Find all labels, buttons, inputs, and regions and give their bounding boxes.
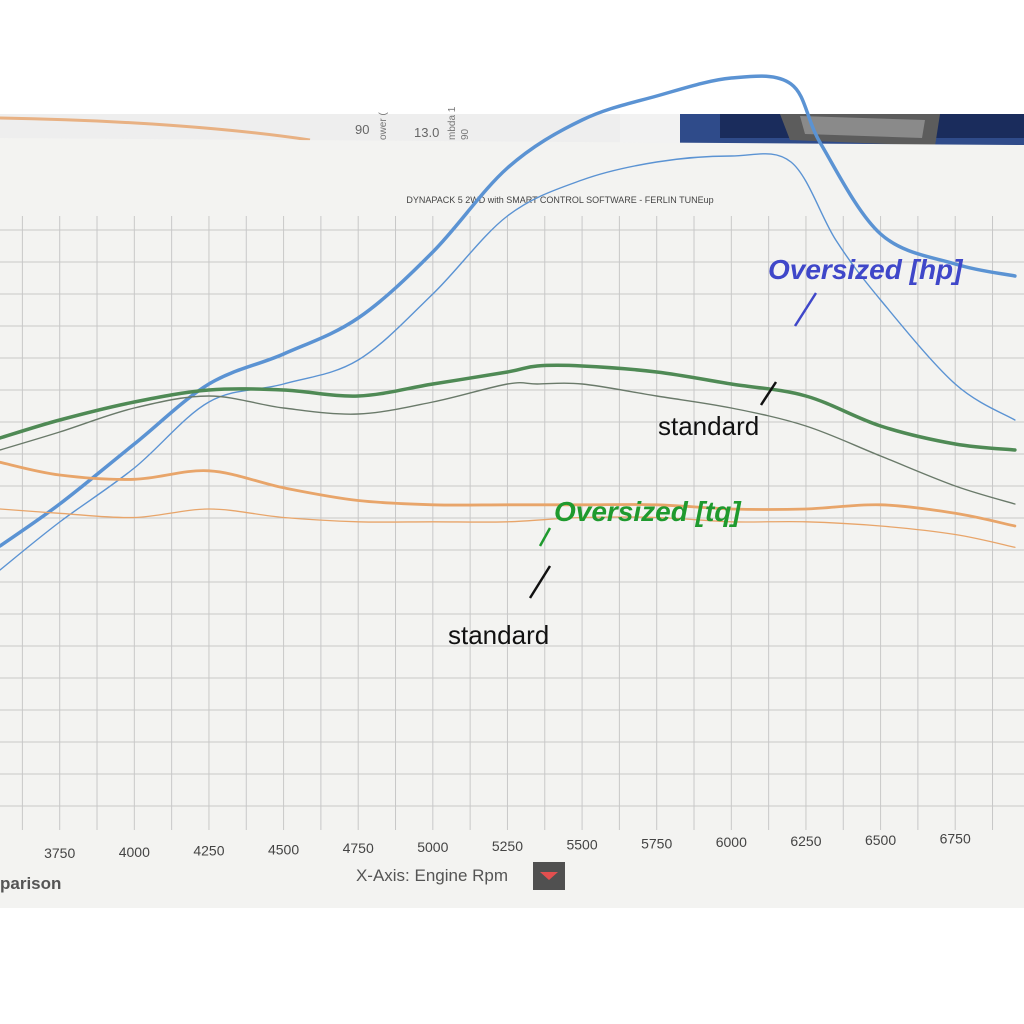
background-text-13: 13.0 — [414, 125, 439, 140]
chevron-down-icon[interactable] — [540, 872, 558, 880]
top-border — [0, 0, 1024, 114]
series-tq-standard — [0, 381, 1016, 505]
annotation-tq-oversized: Oversized [tq] — [554, 496, 742, 527]
x-tick-label: 5000 — [417, 839, 448, 855]
x-tick-label: 5500 — [566, 837, 597, 853]
x-tick-label: 4750 — [343, 840, 374, 856]
annotations: Oversized [hp] standard Oversized [tq] s… — [448, 254, 964, 650]
background-text-90b: 90 — [460, 128, 471, 140]
x-tick-label: 4250 — [193, 843, 224, 859]
background-paper-curve — [0, 116, 311, 142]
background-text-power: ower ( — [378, 112, 389, 140]
series-hp-standard — [0, 153, 1016, 571]
series-orange-lower — [0, 508, 1016, 548]
x-axis-label: X-Axis: Engine Rpm — [356, 866, 508, 885]
x-tick-label: 5750 — [641, 835, 672, 851]
annotation-hp-standard: standard — [658, 411, 759, 441]
leader-tq-oversized — [538, 527, 552, 547]
leader-hp-oversized — [793, 292, 818, 327]
printout-header: DYNAPACK 5 2WD with SMART CONTROL SOFTWA… — [406, 195, 713, 205]
series-hp-oversized — [0, 74, 1017, 548]
series-tq-oversized — [0, 363, 1017, 452]
x-tick-label: 6000 — [716, 834, 747, 850]
series-orange-upper — [0, 460, 1017, 528]
x-tick-label: 5250 — [492, 838, 523, 854]
x-axis-dropdown-button[interactable] — [533, 862, 565, 890]
x-tick-labels: 3750 4000 4250 4500 4750 5000 5250 5500 5750 6000… — [44, 831, 971, 861]
chart-curves — [0, 74, 1017, 571]
printout-paper — [0, 138, 1024, 908]
annotation-tq-standard: standard — [448, 620, 549, 650]
background-text-lambda: mbda 1 — [447, 106, 458, 140]
x-tick-label: 4000 — [119, 844, 150, 860]
leader-hp-standard — [759, 381, 778, 406]
x-tick-label: 3750 — [44, 845, 75, 861]
footer-left-text: parison — [0, 874, 61, 893]
leader-tq-standard — [528, 565, 552, 599]
background-text-90: 90 — [355, 122, 369, 137]
x-tick-label: 6250 — [790, 833, 821, 849]
bottom-border — [0, 908, 1024, 1024]
x-tick-label: 6750 — [940, 831, 971, 847]
annotation-hp-oversized: Oversized [hp] — [768, 254, 964, 285]
x-tick-label: 4500 — [268, 841, 299, 857]
x-tick-label: 6500 — [865, 832, 896, 848]
